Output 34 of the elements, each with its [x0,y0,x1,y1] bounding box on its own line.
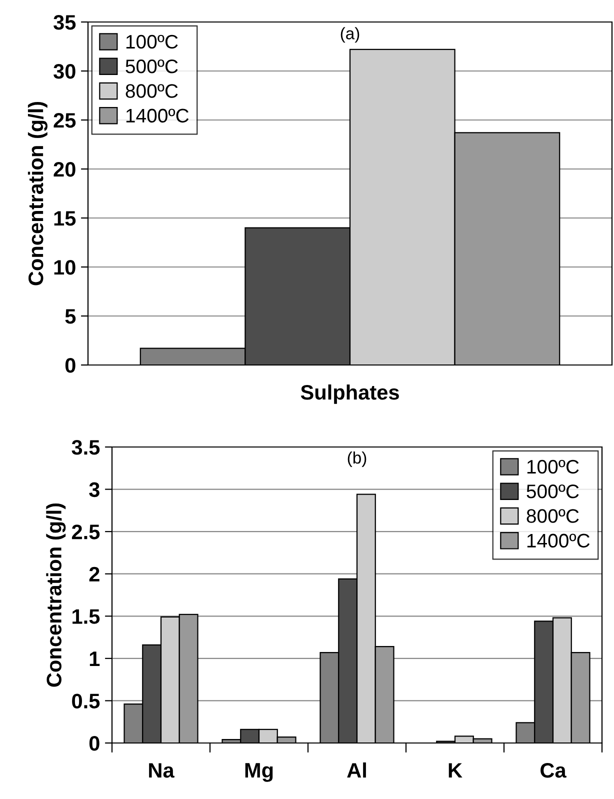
y-tick-label: 2.5 [72,524,100,540]
legend-label: 800ºC [126,84,178,98]
y-tick-label: 5 [65,309,76,324]
y-tick-label: 1.5 [72,609,100,624]
x-tick-label: K [448,763,462,778]
legend-label: 500ºC [126,59,178,74]
y-tick-label: 0.5 [72,694,100,708]
legend-label: 500ºC [526,484,579,498]
annotation: (b) [348,451,366,467]
y-tick-label: 1 [90,652,100,666]
y-tick-label: 30 [54,64,76,79]
x-tick-label: Mg [245,763,273,782]
annotation: (a) [340,27,360,43]
y-tick-label: 2 [89,566,100,582]
x-tick-label: Al [347,762,366,778]
legend-label: 100ºC [126,34,178,49]
y-tick-label: 10 [54,260,76,275]
y-tick-label: 3 [89,482,100,498]
x-tick-label: Ca [540,762,566,778]
y-axis-title: Concentration (g/l) [46,503,66,687]
y-tick-label: 0 [65,358,76,373]
y-tick-label: 35 [54,15,76,30]
y-tick-label: 0 [89,736,100,751]
y-axis-title: Concentration (g/l) [28,102,48,286]
legend-label: 800ºC [526,509,579,523]
y-tick-label: 20 [54,162,76,177]
y-tick-label: 15 [54,211,76,226]
legend-label: 1400ºC [126,108,189,123]
x-tick-label: Sulphates [300,384,399,404]
y-tick-label: 25 [54,113,76,128]
legend-label: 1400ºC [527,534,590,548]
legend-label: 100ºC [527,460,579,474]
x-tick-label: Na [149,763,174,778]
y-tick-label: 3.5 [72,440,100,455]
